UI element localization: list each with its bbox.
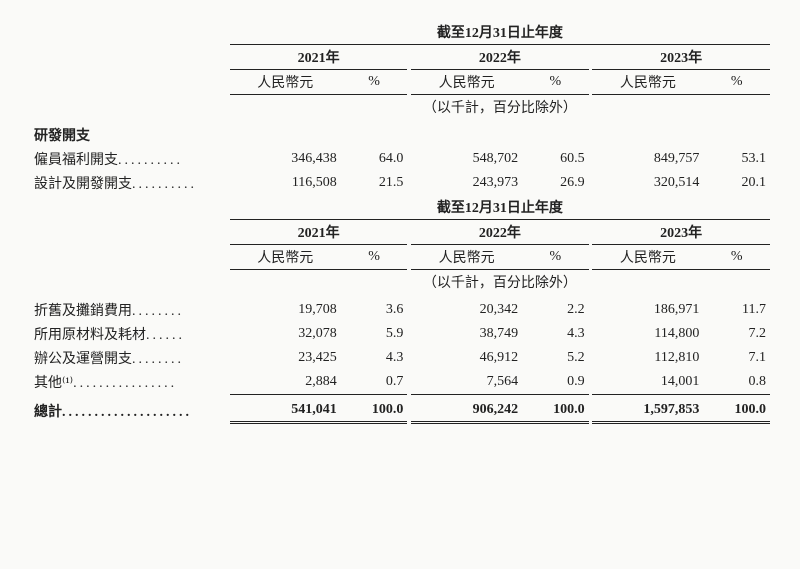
cell: 243,973 bbox=[411, 171, 522, 195]
total-cell: 100.0 bbox=[341, 399, 408, 423]
cell: 53.1 bbox=[703, 147, 770, 171]
cell: 46,912 bbox=[411, 346, 522, 370]
data-row: 折舊及攤銷費用........ 19,708 3.6 20,342 2.2 18… bbox=[30, 298, 770, 322]
col-pct-label: % bbox=[341, 70, 408, 95]
unit-note: （以千計，百分比除外） bbox=[230, 270, 770, 295]
col-pct-label: % bbox=[522, 245, 589, 270]
col-pct-label: % bbox=[703, 70, 770, 95]
cell: 7,564 bbox=[411, 370, 522, 394]
cell: 64.0 bbox=[341, 147, 408, 171]
cell: 11.7 bbox=[703, 298, 770, 322]
cell: 320,514 bbox=[592, 171, 703, 195]
cell: 60.5 bbox=[522, 147, 589, 171]
year-2023: 2023年 bbox=[592, 220, 770, 245]
cell: 849,757 bbox=[592, 147, 703, 171]
total-cell: 906,242 bbox=[411, 399, 522, 423]
row-label: 所用原材料及耗材 bbox=[34, 328, 146, 343]
cell: 20.1 bbox=[703, 171, 770, 195]
cell: 346,438 bbox=[230, 147, 341, 171]
year-2022: 2022年 bbox=[411, 220, 589, 245]
cell: 3.6 bbox=[341, 298, 408, 322]
cell: 5.2 bbox=[522, 346, 589, 370]
section-title: 研發開支 bbox=[30, 123, 230, 147]
cell: 0.9 bbox=[522, 370, 589, 394]
cell: 19,708 bbox=[230, 298, 341, 322]
col-pct-label: % bbox=[341, 245, 408, 270]
data-row: 辦公及運營開支........ 23,425 4.3 46,912 5.2 11… bbox=[30, 346, 770, 370]
cell: 26.9 bbox=[522, 171, 589, 195]
total-cell: 541,041 bbox=[230, 399, 341, 423]
cell: 0.8 bbox=[703, 370, 770, 394]
cell: 23,425 bbox=[230, 346, 341, 370]
row-label: 僱員福利開支 bbox=[34, 153, 118, 168]
cell: 7.2 bbox=[703, 322, 770, 346]
row-label: 折舊及攤銷費用 bbox=[34, 304, 132, 319]
cell: 116,508 bbox=[230, 171, 341, 195]
col-amt-label: 人民幣元 bbox=[592, 245, 703, 270]
data-row: 所用原材料及耗材...... 32,078 5.9 38,749 4.3 114… bbox=[30, 322, 770, 346]
cell: 7.1 bbox=[703, 346, 770, 370]
col-pct-label: % bbox=[522, 70, 589, 95]
total-cell: 100.0 bbox=[522, 399, 589, 423]
col-amt-label: 人民幣元 bbox=[230, 245, 341, 270]
total-cell: 1,597,853 bbox=[592, 399, 703, 423]
cell: 21.5 bbox=[341, 171, 408, 195]
year-2023: 2023年 bbox=[592, 45, 770, 70]
year-2021: 2021年 bbox=[230, 220, 408, 245]
cell: 114,800 bbox=[592, 322, 703, 346]
cell: 112,810 bbox=[592, 346, 703, 370]
cell: 32,078 bbox=[230, 322, 341, 346]
col-amt-label: 人民幣元 bbox=[411, 245, 522, 270]
col-pct-label: % bbox=[703, 245, 770, 270]
col-amt-label: 人民幣元 bbox=[411, 70, 522, 95]
data-row: 其他⁽¹⁾................ 2,884 0.7 7,564 0.… bbox=[30, 370, 770, 394]
cell: 548,702 bbox=[411, 147, 522, 171]
row-label: 辦公及運營開支 bbox=[34, 352, 132, 367]
col-amt-label: 人民幣元 bbox=[230, 70, 341, 95]
year-2022: 2022年 bbox=[411, 45, 589, 70]
cell: 4.3 bbox=[522, 322, 589, 346]
cell: 2.2 bbox=[522, 298, 589, 322]
total-row: 總計.................... 541,041 100.0 906… bbox=[30, 399, 770, 423]
unit-note: （以千計，百分比除外） bbox=[230, 95, 770, 120]
cell: 38,749 bbox=[411, 322, 522, 346]
row-label: 設計及開發開支 bbox=[34, 177, 132, 192]
period-header: 截至12月31日止年度 bbox=[230, 195, 770, 220]
data-row: 僱員福利開支.......... 346,438 64.0 548,702 60… bbox=[30, 147, 770, 171]
cell: 4.3 bbox=[341, 346, 408, 370]
cell: 5.9 bbox=[341, 322, 408, 346]
financial-table: 截至12月31日止年度 2021年 2022年 2023年 人民幣元 % 人民幣… bbox=[30, 20, 770, 424]
col-amt-label: 人民幣元 bbox=[592, 70, 703, 95]
cell: 14,001 bbox=[592, 370, 703, 394]
total-cell: 100.0 bbox=[703, 399, 770, 423]
total-label: 總計 bbox=[34, 405, 62, 420]
year-2021: 2021年 bbox=[230, 45, 408, 70]
period-header: 截至12月31日止年度 bbox=[230, 20, 770, 45]
cell: 20,342 bbox=[411, 298, 522, 322]
cell: 2,884 bbox=[230, 370, 341, 394]
data-row: 設計及開發開支.......... 116,508 21.5 243,973 2… bbox=[30, 171, 770, 195]
cell: 0.7 bbox=[341, 370, 408, 394]
row-label: 其他⁽¹⁾ bbox=[34, 376, 73, 391]
cell: 186,971 bbox=[592, 298, 703, 322]
